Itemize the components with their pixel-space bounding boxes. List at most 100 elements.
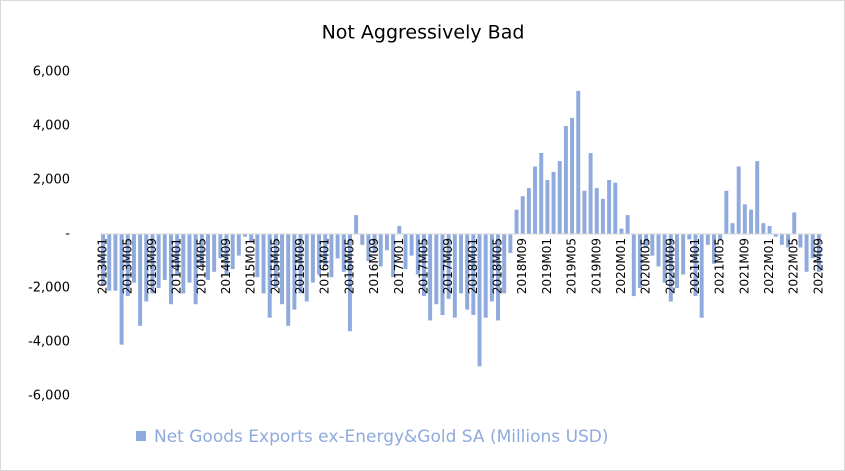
x-tick-label: 2016M09 (367, 238, 381, 294)
bar (323, 234, 328, 267)
bar (206, 234, 210, 280)
bar (539, 153, 544, 234)
x-tick-label: 2013M01 (96, 238, 110, 294)
bar (384, 234, 389, 251)
bar (212, 234, 217, 272)
bar (434, 234, 439, 305)
x-tick-label: 2018M01 (466, 238, 480, 294)
bar (570, 117, 575, 234)
bar (335, 234, 340, 259)
y-tick-label: 2,000 (33, 173, 70, 188)
bar (372, 234, 377, 253)
bar (650, 234, 655, 256)
x-tick-label: 2015M05 (268, 238, 282, 294)
bar (724, 190, 729, 234)
y-tick-label: - (65, 227, 70, 242)
bar (687, 234, 692, 240)
bar (483, 234, 488, 318)
bar (502, 234, 507, 294)
bar (168, 234, 173, 305)
bar (563, 126, 568, 234)
x-tick-label: 2013M05 (120, 238, 134, 294)
bar (459, 234, 463, 294)
bar (767, 225, 772, 234)
legend-label: Net Goods Exports ex-Energy&Gold SA (Mil… (154, 427, 609, 447)
bar (582, 190, 587, 234)
x-tick-label: 2016M05 (342, 238, 356, 294)
bar (273, 234, 278, 288)
y-tick-label: -2,000 (28, 281, 70, 296)
bar (181, 234, 186, 294)
bar (551, 171, 556, 234)
bar (693, 234, 698, 297)
bar (779, 234, 784, 245)
bar (193, 234, 198, 305)
bar (533, 166, 538, 234)
bar (452, 234, 457, 318)
x-tick-label: 2018M09 (515, 238, 529, 294)
bar (113, 234, 118, 291)
bar (465, 234, 470, 310)
bar (712, 234, 716, 264)
bar (101, 234, 106, 286)
bar (138, 234, 143, 326)
x-tick-label: 2022M05 (787, 238, 801, 294)
bar (310, 234, 315, 283)
bar (360, 234, 365, 245)
bar (471, 234, 476, 315)
bar (520, 196, 525, 234)
bar (162, 234, 167, 280)
bar (681, 234, 686, 275)
bar (187, 234, 192, 283)
bar (317, 234, 322, 275)
bar (156, 234, 161, 288)
bar (613, 182, 618, 234)
bar (341, 234, 346, 272)
bar (347, 234, 352, 332)
bar (175, 234, 180, 275)
x-tick-label: 2019M09 (589, 238, 603, 294)
bar (810, 234, 815, 259)
bar (792, 212, 797, 234)
x-tick-label: 2016M01 (318, 238, 332, 294)
bar (354, 215, 359, 234)
bar (199, 234, 204, 267)
bar (230, 234, 235, 270)
bar (378, 234, 383, 267)
x-tick-label: 2013M09 (145, 238, 159, 294)
bar (243, 234, 247, 237)
bar (662, 234, 667, 283)
x-tick-label: 2020M01 (614, 238, 628, 294)
x-tick-label: 2019M05 (565, 238, 579, 294)
x-tick-label: 2014M05 (194, 238, 208, 294)
bar (545, 180, 550, 234)
bar (261, 234, 266, 294)
bar (218, 234, 223, 259)
bar (588, 153, 593, 234)
x-tick-label: 2020M05 (639, 238, 653, 294)
bar (298, 234, 303, 294)
bar (415, 234, 420, 275)
bar (631, 234, 636, 297)
bar (526, 188, 531, 234)
x-tick-label: 2021M09 (737, 238, 751, 294)
bar (292, 234, 297, 310)
bar (144, 234, 149, 302)
y-tick-label: -6,000 (28, 389, 70, 404)
bar (440, 234, 445, 315)
x-tick-label: 2014M01 (170, 238, 184, 294)
bar (446, 234, 451, 299)
bar (403, 234, 408, 270)
bar (730, 223, 735, 234)
bar (107, 234, 112, 291)
bar (594, 188, 599, 234)
bar (773, 234, 778, 237)
bar (656, 234, 661, 267)
bar (255, 234, 260, 278)
bar (119, 234, 124, 345)
bar (428, 234, 433, 321)
x-tick-label: 2015M09 (293, 238, 307, 294)
bar (600, 198, 605, 234)
